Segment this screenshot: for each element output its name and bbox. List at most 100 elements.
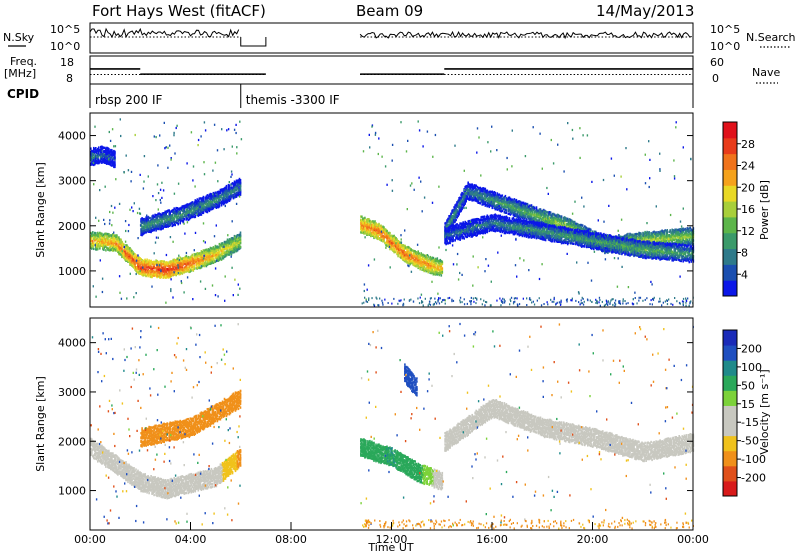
echo-cell [157,274,159,278]
echo-cell [100,238,102,241]
echo-cell [117,246,119,249]
echo-cell [205,264,208,268]
echo-cell [194,211,197,215]
echo-cell [102,156,104,160]
echo-cell [153,215,155,219]
echo-cell [155,274,157,278]
echo-cell [151,224,153,228]
echo-cell [157,271,159,274]
echo-cell [145,218,147,221]
echo-cell [174,273,176,276]
echo-cell [172,210,174,214]
echo-cell [185,212,188,215]
echo-cell [110,148,112,152]
echo-cell [465,200,467,203]
echo-cell [176,221,178,225]
echo-cell [177,261,179,265]
echo-cell [364,216,366,220]
nave-tick-top: 60 [710,56,724,69]
echo-cell [157,224,159,227]
echo-cell [143,217,145,221]
echo-cell [191,257,194,261]
echo-cell [94,233,96,237]
echo-cell [160,273,162,277]
echo-cell [141,233,143,237]
echo-cell [163,214,165,217]
echo-cell [110,248,112,251]
echo-cell [140,258,142,261]
echo-cell [179,210,181,213]
echo-cell [235,247,238,250]
echo-cell [218,245,221,248]
echo-cell [92,239,94,243]
echo-cell [148,223,150,226]
echo-cell [104,161,106,164]
echo-cell [98,161,100,165]
echo-cell [150,267,152,270]
echo-cell [184,255,187,259]
echo-cell [173,222,175,226]
echo-cell [166,261,168,264]
echo-cell [163,218,165,221]
echo-cell [236,239,239,243]
echo-cell [153,270,155,273]
echo-cell [219,248,222,252]
echo-cell [95,150,97,154]
echo-cell [203,249,206,252]
echo-cell [194,254,197,257]
echo-cell [152,265,154,268]
echo-cell [232,244,235,248]
echo-cell [183,260,186,263]
echo-cell [236,249,239,252]
echo-cell [101,154,103,157]
echo-cell [194,203,197,206]
echo-cell [92,154,94,157]
echo-cell [181,267,184,270]
echo-cell [106,239,108,242]
echo-cell [216,259,219,262]
echo-cell [184,215,187,218]
echo-cell [151,261,153,264]
echo-cell [113,165,115,169]
echo-cell [189,216,192,220]
echo-cell [218,242,221,246]
echo-cell [176,267,178,270]
echo-cell [143,225,145,229]
echo-cell [187,203,190,206]
echo-cell [106,236,108,240]
echo-cell [91,232,93,236]
echo-cell [179,213,181,216]
echo-cell [170,214,172,217]
echo-cell [229,245,232,249]
echo-cell [168,224,170,227]
echo-cell [152,260,154,264]
echo-cell [128,250,130,253]
echo-cell [100,241,102,244]
echo-cell [214,253,217,257]
echo-cell [200,260,203,263]
echo-cell [239,245,242,249]
echo-cell [106,159,108,162]
echo-cell [227,246,230,249]
echo-cell [189,264,192,267]
echo-cell [229,248,232,251]
echo-cell [185,216,188,219]
echo-cell [171,265,173,268]
echo-cell [209,255,212,259]
echo-cell [239,233,242,237]
echo-cell [188,263,191,266]
echo-cell [147,218,149,221]
echo-cell [158,219,160,222]
echo-cell [432,256,435,260]
echo-cell [114,234,116,237]
echo-cell [227,244,230,247]
echo-cell [141,227,143,230]
echo-cell [100,232,102,235]
echo-cell [90,234,92,238]
echo-cell [147,224,149,227]
echo-cell [105,249,107,252]
echo-cell [144,271,146,274]
echo-cell [96,237,98,240]
echo-cell [151,269,153,272]
echo-cell [191,253,194,257]
